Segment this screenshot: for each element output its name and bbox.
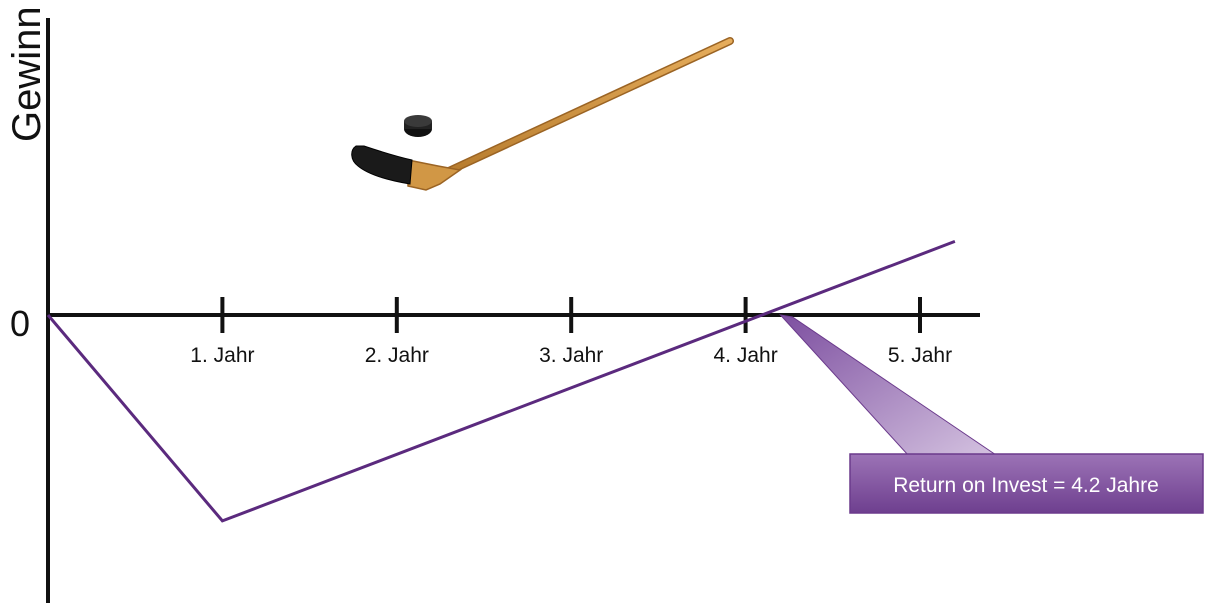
x-tick-labels: 1. Jahr 2. Jahr 3. Jahr 4. Jahr 5. Jahr	[190, 344, 952, 367]
callout-text: Return on Invest = 4.2 Jahre	[893, 474, 1159, 497]
zero-label: 0	[10, 303, 30, 344]
roi-callout: Return on Invest = 4.2 Jahre	[779, 314, 1204, 514]
x-tick-label: 3. Jahr	[539, 344, 603, 367]
hockey-stick-icon	[351, 37, 734, 191]
x-ticks	[220, 297, 922, 333]
x-tick-label: 2. Jahr	[365, 344, 429, 367]
x-tick-label: 4. Jahr	[713, 344, 777, 367]
x-tick-label: 1. Jahr	[190, 344, 254, 367]
series-line	[46, 239, 956, 523]
hockey-puck-icon	[404, 115, 432, 137]
callout-pointer	[779, 314, 998, 456]
x-tick-label: 5. Jahr	[888, 344, 952, 367]
callout-box	[849, 453, 1204, 514]
y-axis-label: Gewinn	[5, 6, 49, 142]
